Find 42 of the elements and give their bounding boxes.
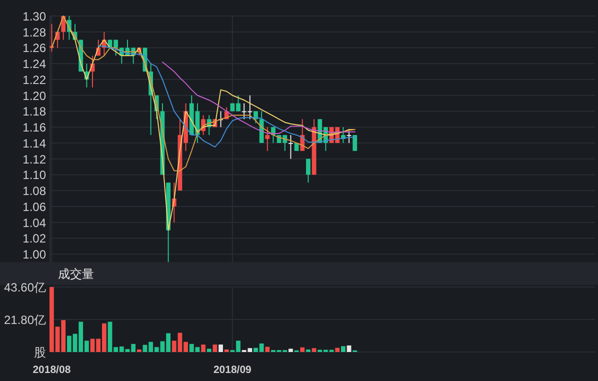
y-tick-label: 股 <box>34 346 46 360</box>
bar <box>341 346 346 352</box>
bar <box>201 344 206 352</box>
y-tick-label: 43.60亿 <box>4 280 46 294</box>
x-tick-label: 2018/08 <box>32 364 71 376</box>
candlestick <box>259 110 264 144</box>
line-series <box>51 16 356 172</box>
bar <box>136 349 142 352</box>
candlestick <box>288 134 293 160</box>
y-tick-label: 1.08 <box>22 184 46 198</box>
y-tick-label: 1.12 <box>22 152 46 166</box>
y-tick-label: 1.28 <box>22 25 46 40</box>
bar <box>300 347 305 352</box>
bar <box>206 348 212 352</box>
bar <box>306 349 310 352</box>
bar <box>218 344 223 352</box>
candlestick <box>265 126 270 152</box>
y-tick-label: 21.80亿 <box>4 313 46 327</box>
bar <box>312 348 316 352</box>
y-tick-label: 1.04 <box>22 216 46 230</box>
y-tick-label: 1.22 <box>22 72 46 87</box>
candlestick <box>352 134 358 152</box>
bar <box>288 348 293 352</box>
bar <box>212 344 218 352</box>
x-tick-label: 2018/09 <box>213 364 252 376</box>
y-tick-label: 1.06 <box>22 200 46 214</box>
bar <box>224 349 229 352</box>
y-tick-label: 1.14 <box>22 136 46 150</box>
bar <box>265 346 270 352</box>
y-tick-label: 1.30 <box>22 10 46 24</box>
y-tick-label: 1.20 <box>22 88 46 103</box>
chart-title: 成交量 <box>58 267 94 281</box>
bar <box>346 345 352 352</box>
y-tick-label: 1.26 <box>22 41 46 56</box>
y-tick-label: 1.00 <box>22 248 46 262</box>
y-tick-label: 1.16 <box>22 120 46 135</box>
bar <box>335 348 340 352</box>
y-tick-label: 1.18 <box>22 104 46 119</box>
candlestick <box>306 158 310 184</box>
y-tick-label: 1.10 <box>22 168 46 182</box>
y-tick-label: 1.02 <box>22 232 46 246</box>
y-tick-label: 1.24 <box>22 57 46 72</box>
